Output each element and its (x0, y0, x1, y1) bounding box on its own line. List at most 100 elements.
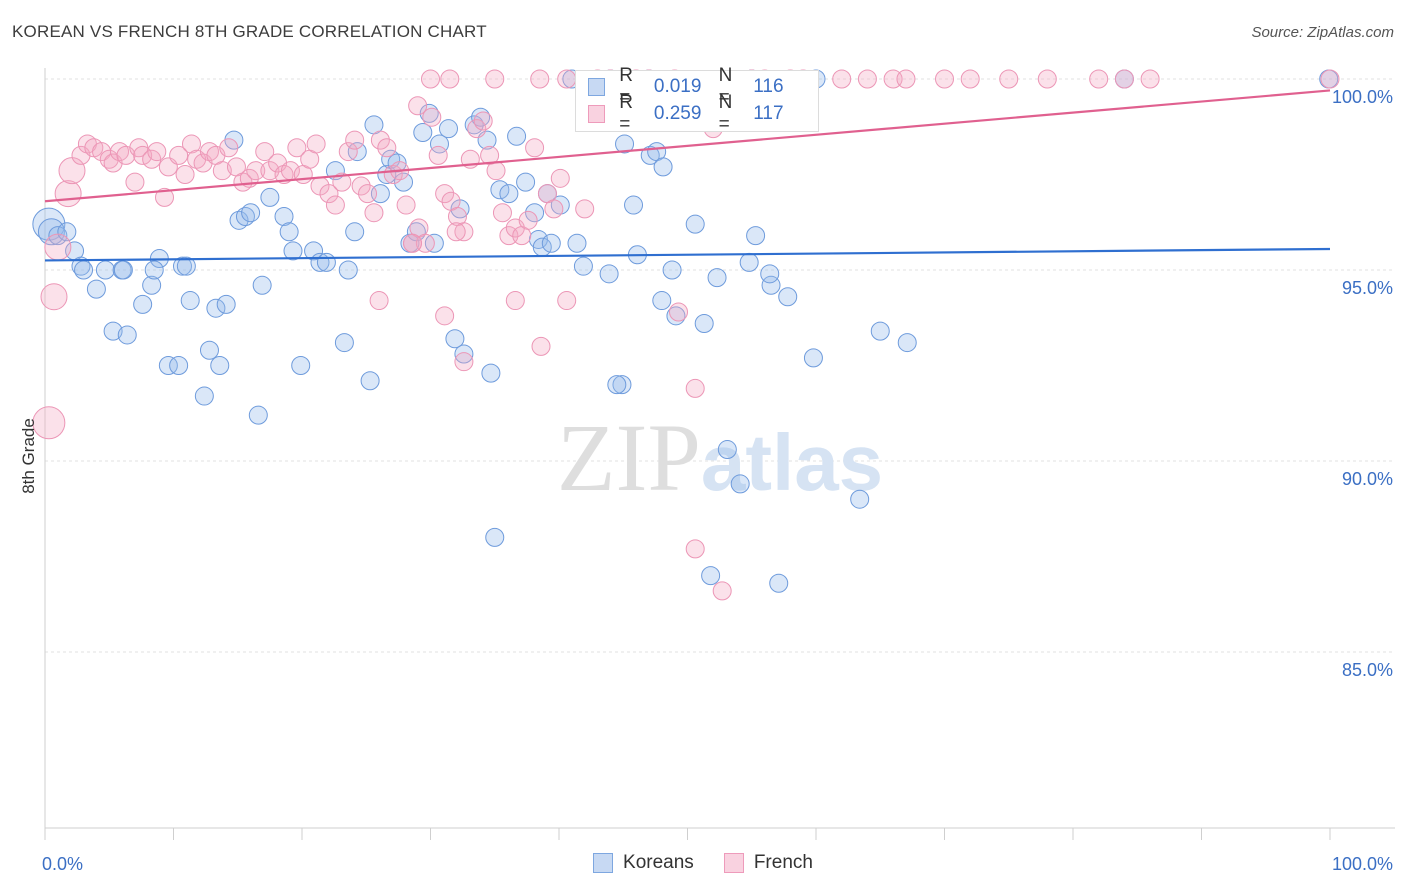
n-label: N = (718, 65, 733, 108)
french-point (935, 69, 954, 89)
korean-point (180, 291, 200, 311)
korean-point (778, 287, 798, 307)
french-point (857, 69, 877, 89)
korean-point (32, 207, 66, 241)
korean-point (142, 275, 162, 295)
french-point (287, 138, 307, 158)
korean-point (345, 222, 365, 242)
french-point (377, 138, 397, 158)
french-point (518, 210, 538, 230)
french-point (685, 378, 705, 398)
n-label: N = (718, 92, 733, 135)
french-point (485, 69, 505, 89)
french-point (712, 581, 732, 601)
korean-point (694, 313, 714, 333)
korean-point (525, 203, 545, 223)
korean-point (707, 268, 727, 288)
korean-point (850, 489, 870, 509)
korean-point (176, 256, 196, 276)
french-point (155, 187, 175, 207)
french-point (44, 233, 72, 261)
korean-point (739, 252, 759, 272)
korean-point (507, 126, 527, 146)
legend-row-koreans: R = 0.019 N = 116 (588, 65, 818, 108)
french-trend-line (44, 89, 1331, 203)
french-point (212, 161, 232, 181)
y-tick-label: 95.0% (1342, 278, 1393, 298)
korean-point (485, 527, 505, 547)
korean-point (445, 329, 465, 349)
french-point (369, 291, 389, 311)
french-point (486, 161, 506, 181)
french-point (525, 138, 545, 158)
koreans-r-value: 0.019 (653, 76, 702, 97)
french-point (550, 168, 570, 188)
french-point (403, 233, 423, 253)
koreans-trend-line (44, 247, 1331, 262)
korean-point (612, 375, 632, 395)
french-point (345, 130, 365, 150)
korean-point (717, 440, 737, 460)
french-n-value: 117 (753, 103, 784, 124)
korean-point (662, 260, 682, 280)
french-point (147, 142, 167, 162)
korean-point (516, 172, 536, 192)
french-point (422, 107, 442, 127)
korean-point (241, 203, 261, 223)
korean-point (746, 226, 766, 246)
korean-point (499, 184, 519, 204)
french-point (1320, 69, 1340, 89)
koreans-n-value: 116 (753, 76, 784, 97)
trend-lines (44, 89, 1331, 262)
korean-point (360, 371, 380, 391)
french-point (960, 69, 980, 89)
french-point (358, 184, 378, 204)
french-point (1114, 69, 1134, 89)
korean-point (133, 294, 153, 314)
french-point (435, 306, 455, 326)
korean-point (248, 405, 268, 425)
series-french (32, 69, 1340, 601)
legend-row-french: R = 0.259 N = 117 (588, 92, 818, 135)
y-tick-label: 100.0% (1332, 87, 1393, 107)
french-point (246, 161, 266, 181)
korean-point (387, 153, 407, 173)
korean-point (730, 474, 750, 494)
french-point (685, 539, 705, 559)
korean-point (86, 279, 106, 299)
french-point (440, 69, 460, 89)
french-point (1089, 69, 1109, 89)
korean-point (897, 333, 917, 353)
korean-point (334, 333, 354, 353)
korean-point (260, 187, 280, 207)
french-point (408, 96, 428, 116)
french-point (40, 283, 68, 311)
x-tick-label: 100.0% (1332, 854, 1393, 874)
y-tick-label: 85.0% (1342, 660, 1393, 680)
french-point (396, 195, 416, 215)
korean-point (210, 356, 230, 375)
korean-point (769, 573, 789, 593)
koreans-swatch (588, 78, 606, 96)
korean-point (274, 207, 294, 227)
french-point (325, 195, 345, 215)
korean-point (607, 375, 627, 395)
french-point (351, 176, 371, 196)
french-r-value: 0.259 (653, 103, 702, 124)
french-point (832, 69, 852, 89)
korean-point (304, 241, 324, 261)
korean-point (279, 222, 299, 242)
french-point (473, 111, 493, 131)
korean-point (103, 321, 123, 341)
korean-point (216, 294, 236, 314)
korean-point (206, 298, 226, 318)
stats-legend: R = 0.019 N = 116 R = 0.259 N = 117 (575, 65, 819, 135)
french-point (428, 145, 448, 165)
french-point (169, 145, 189, 165)
korean-point (652, 291, 672, 311)
korean-point (169, 356, 189, 375)
korean-point (685, 214, 705, 234)
korean-point (158, 356, 178, 375)
french-point (544, 199, 564, 219)
